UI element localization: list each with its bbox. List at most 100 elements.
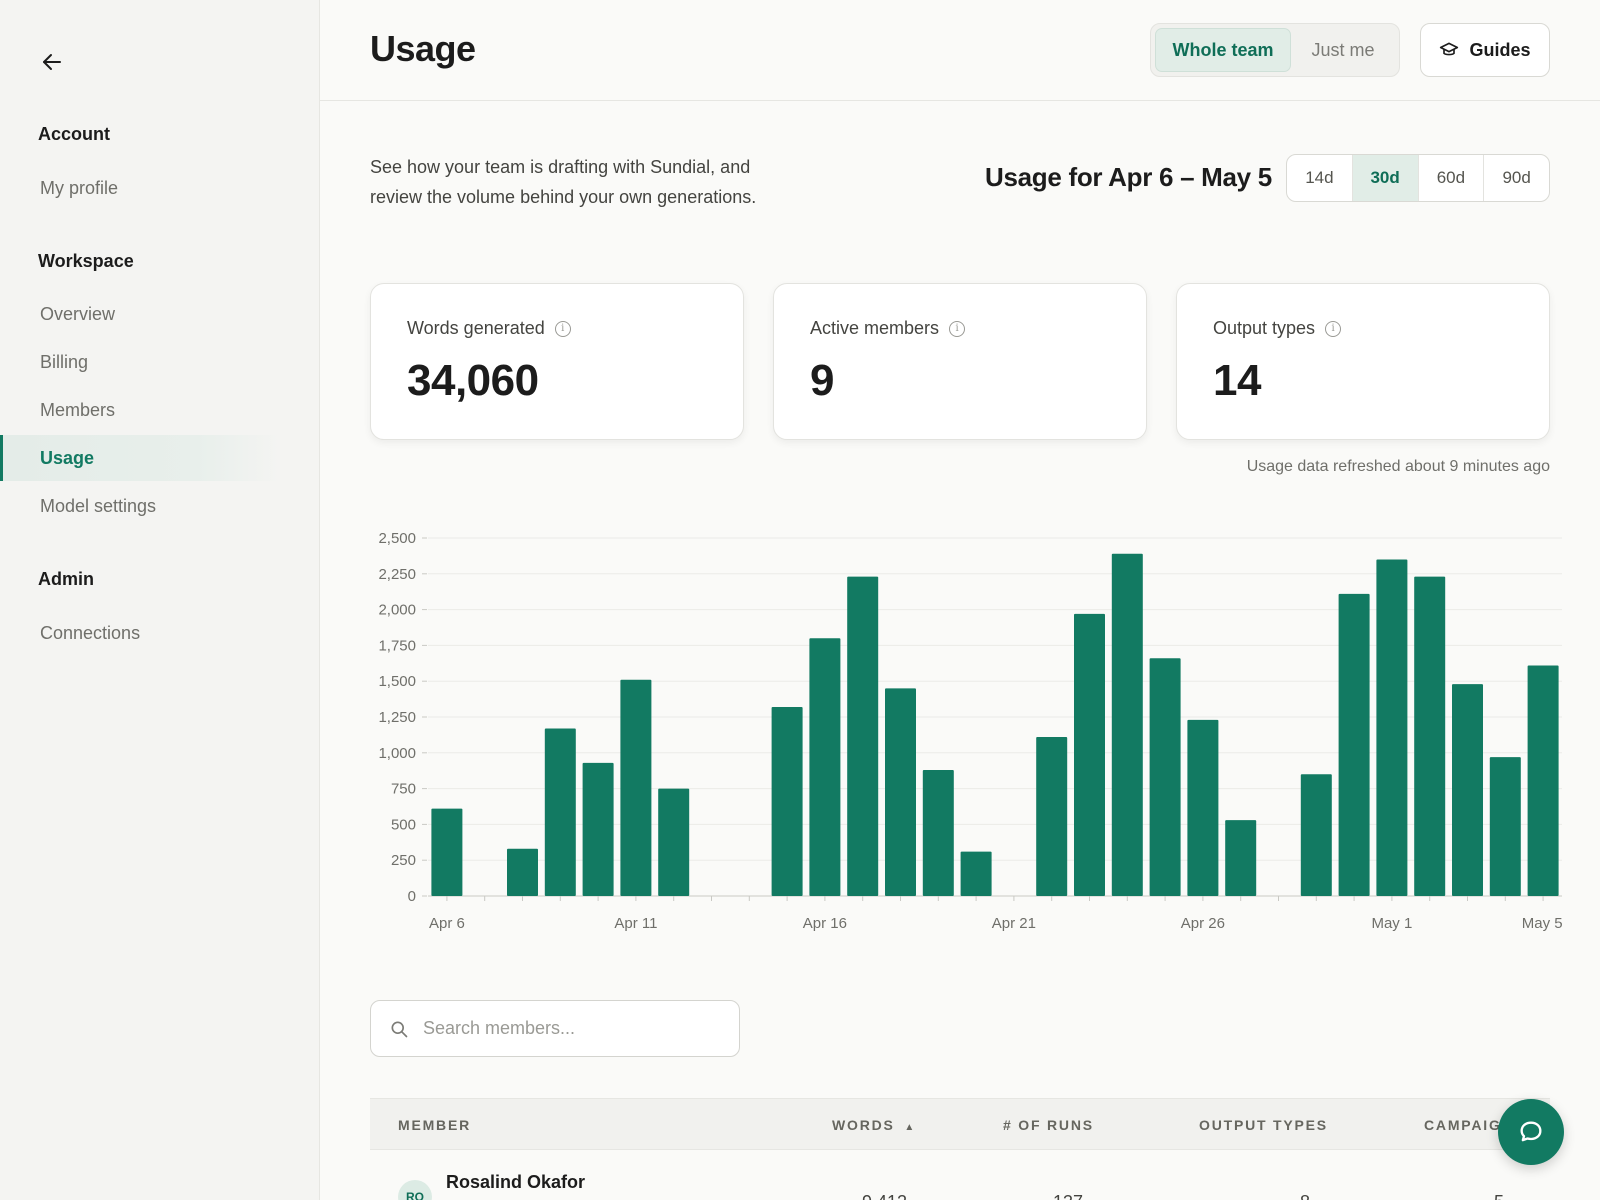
refresh-status: Usage data refreshed about 9 minutes ago	[1246, 458, 1550, 475]
cell-words: 9,412	[862, 1192, 907, 1200]
stat-value: 9	[810, 356, 834, 405]
sidebar: Account My profile Workspace Overview Bi…	[0, 0, 320, 1200]
x-tick-label: Apr 11	[614, 915, 657, 932]
x-tick-label: Apr 16	[803, 915, 847, 932]
y-tick-label: 1,250	[378, 709, 416, 726]
chart-bar	[1414, 576, 1446, 896]
y-tick-label: 500	[391, 816, 416, 833]
stat-card-words: Words generated i 34,060	[370, 283, 744, 440]
sidebar-item-usage[interactable]: Usage	[0, 435, 280, 481]
chart-bar	[1376, 559, 1408, 896]
chart-bar	[431, 808, 463, 896]
sidebar-item-connections[interactable]: Connections	[40, 622, 141, 643]
chart-bar	[1074, 613, 1105, 896]
sidebar-item-overview[interactable]: Overview	[40, 303, 116, 324]
sidebar-item-my-profile[interactable]: My profile	[40, 177, 119, 198]
table-header: MEMBER WORDS ▲ # OF RUNS OUTPUT TYPES CA…	[370, 1098, 1550, 1150]
chart-bar	[885, 688, 916, 896]
chart-bar	[1452, 684, 1483, 896]
sort-asc-icon: ▲	[904, 1122, 915, 1133]
range-60d-button[interactable]: 60d	[1419, 155, 1485, 201]
x-tick-label: May 1	[1371, 915, 1412, 932]
guides-button[interactable]: Guides	[1420, 23, 1550, 77]
usage-bar-chart: 0 250 500 750 1,000 1,250 1,500 1,750 2,000 2,250…	[378, 530, 1562, 932]
stat-card-members: Active members i 9	[773, 283, 1147, 440]
intro-text: See how your team is drafting with Sundi…	[370, 157, 757, 207]
sidebar-item-members[interactable]: Members	[40, 399, 116, 420]
chart-bar	[1527, 665, 1559, 896]
sidebar-item-model-settings[interactable]: Model settings	[40, 495, 157, 516]
chart-bar	[922, 769, 954, 896]
avatar: RO	[398, 1180, 432, 1200]
page-title: Usage	[370, 28, 476, 69]
chart-bar	[847, 576, 879, 896]
stat-label: Words generated	[407, 318, 545, 338]
chart-bar	[809, 638, 841, 896]
scope-toggle: Whole team Just me	[1150, 23, 1400, 77]
x-tick-label: Apr 26	[1181, 915, 1225, 932]
y-tick-label: 1,750	[378, 637, 416, 654]
y-tick-label: 2,000	[378, 602, 416, 619]
chart-bar	[1300, 774, 1332, 896]
arrow-left-icon	[43, 54, 61, 70]
table-row[interactable]: RO Rosalind Okafor 9,412 137 8 5	[370, 1150, 1550, 1200]
stat-label: Active members	[810, 318, 940, 338]
chat-button[interactable]	[1498, 1099, 1564, 1165]
col-member[interactable]: MEMBER	[398, 1117, 472, 1133]
chart-bar	[1036, 737, 1068, 896]
x-tick-label: Apr 6	[429, 915, 465, 932]
range-selector: 14d 30d 60d 90d	[1286, 154, 1550, 202]
nav-heading-account: Account	[38, 124, 110, 144]
cell-runs: 137	[1053, 1192, 1083, 1200]
range-90d-button[interactable]: 90d	[1502, 168, 1531, 187]
chat-bubble-icon	[1520, 1121, 1542, 1142]
chart-bar	[960, 851, 992, 896]
y-tick-label: 1,000	[378, 745, 416, 762]
y-tick-label: 2,250	[378, 566, 416, 583]
chart-bar	[620, 679, 652, 896]
chart-bar	[582, 762, 614, 896]
back-button[interactable]	[36, 46, 68, 78]
cell-campaigns: 5	[1494, 1192, 1504, 1200]
stat-value: 14	[1213, 356, 1261, 405]
range-14d-button[interactable]: 14d	[1287, 155, 1353, 201]
member-search	[370, 1000, 740, 1057]
info-icon[interactable]: i	[1325, 320, 1342, 337]
col-runs[interactable]: # OF RUNS	[1003, 1117, 1094, 1133]
chart-bar	[1111, 553, 1143, 896]
col-campaigns[interactable]: CAMPAIG	[1424, 1117, 1502, 1133]
nav-heading-admin: Admin	[38, 569, 94, 589]
chart-bar	[771, 706, 803, 896]
info-icon[interactable]: i	[554, 320, 571, 337]
chart-bar	[1338, 593, 1370, 896]
chart-bar	[544, 728, 576, 896]
search-icon	[391, 1021, 408, 1037]
sidebar-item-billing[interactable]: Billing	[40, 351, 89, 372]
chart-bar	[507, 848, 538, 896]
y-tick-label: 2,500	[378, 530, 416, 547]
col-output-types[interactable]: OUTPUT TYPES	[1199, 1117, 1328, 1133]
y-tick-label: 250	[391, 852, 416, 869]
y-tick-label: 1,500	[378, 673, 416, 690]
info-icon[interactable]: i	[949, 320, 966, 337]
graduation-cap-icon	[1440, 42, 1459, 56]
scope-just-me-button[interactable]: Just me	[1311, 39, 1375, 60]
chart-bar	[1187, 719, 1219, 896]
search-input[interactable]	[423, 1018, 723, 1039]
y-tick-label: 750	[391, 781, 416, 798]
col-words[interactable]: WORDS ▲	[832, 1117, 914, 1133]
scope-whole-team-button[interactable]: Whole team	[1155, 28, 1291, 72]
top-bar: Usage Whole team Just me Guides	[320, 0, 1600, 101]
range-title: Usage for Apr 6 – May 5	[985, 162, 1272, 192]
chart-bar	[1225, 820, 1257, 896]
stat-value: 34,060	[407, 356, 539, 405]
member-name: Rosalind Okafor	[446, 1172, 586, 1192]
range-30d-button[interactable]: 30d	[1352, 155, 1419, 201]
guides-label: Guides	[1469, 39, 1531, 60]
chart-bar	[658, 788, 690, 896]
nav-heading-workspace: Workspace	[38, 251, 134, 271]
cell-output-types: 8	[1300, 1192, 1310, 1200]
chart-bar	[1489, 757, 1521, 896]
x-tick-label: Apr 21	[992, 915, 1036, 932]
chart-bar	[1149, 658, 1181, 896]
